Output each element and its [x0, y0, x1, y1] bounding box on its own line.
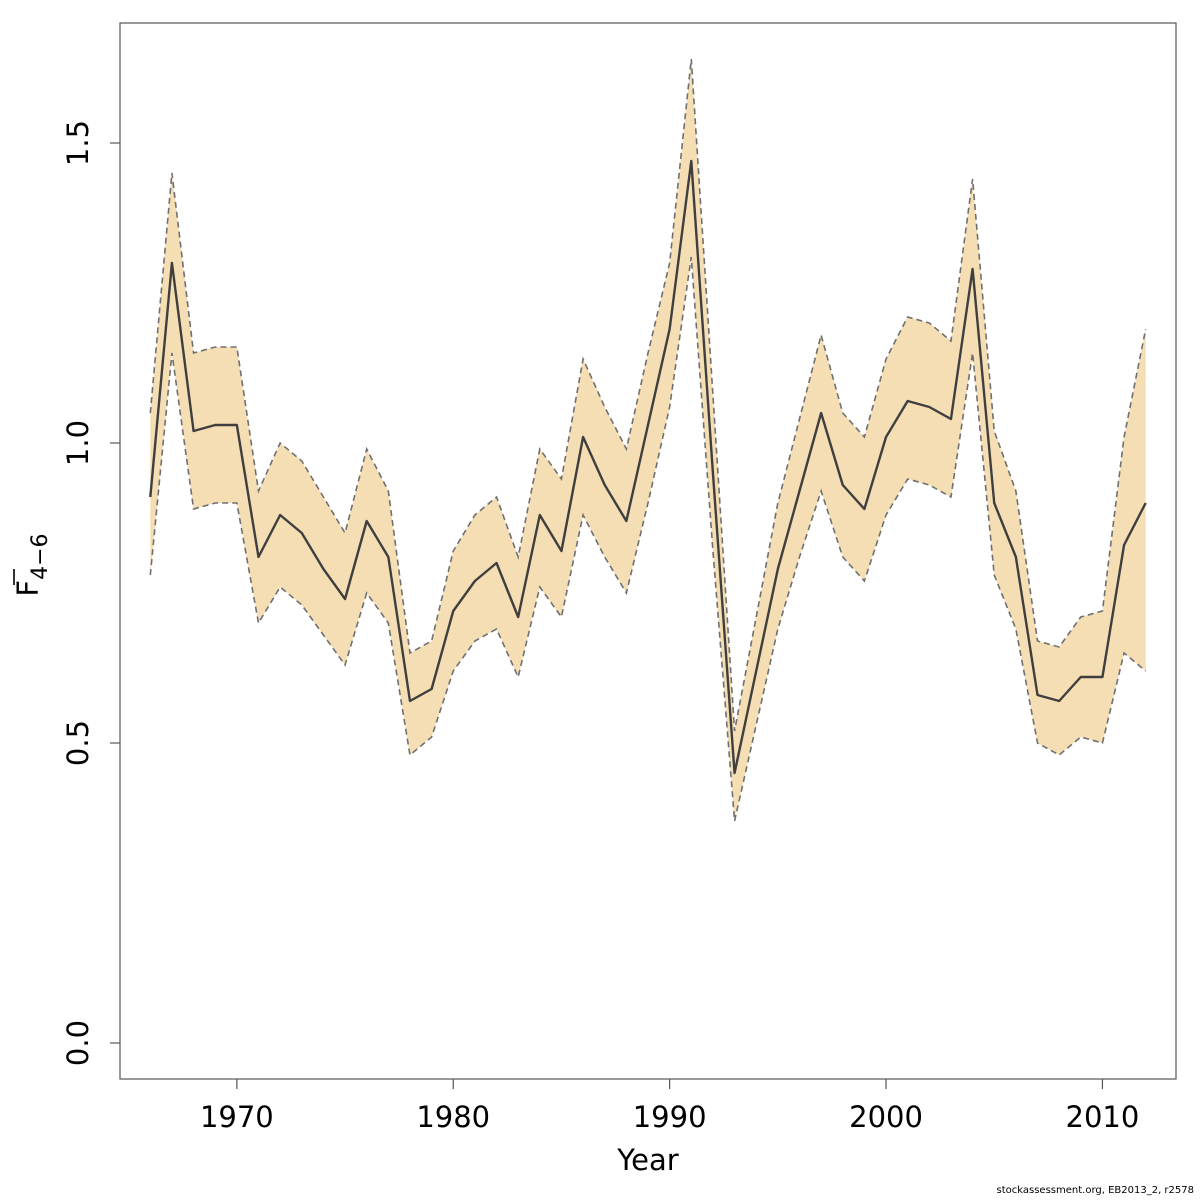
svg-text:F4−6: F4−6	[11, 533, 53, 596]
y-axis-title: F4−6	[11, 533, 53, 596]
x-tick-label-1980: 1980	[416, 1100, 490, 1134]
footer-credit: stockassessment.org, EB2013_2, r2578	[996, 1185, 1194, 1196]
x-tick-label-2000: 2000	[849, 1100, 923, 1134]
plot-frame	[119, 22, 1177, 1080]
y-tick-label-2: 1.0	[61, 420, 95, 466]
x-tick-label-1990: 1990	[633, 1100, 707, 1134]
y-axis-title-base: F	[11, 580, 45, 597]
y-tick-label-0: 0.0	[61, 1020, 95, 1066]
confidence-band	[150, 59, 1146, 821]
x-tick-label-2010: 2010	[1066, 1100, 1140, 1134]
y-axis-title-subscript: 4−6	[28, 533, 53, 579]
y-tick-label-1: 0.5	[61, 720, 95, 766]
lower-bound-line	[149, 256, 1147, 822]
upper-bound-line	[149, 58, 1147, 732]
x-tick-label-1970: 1970	[200, 1100, 274, 1134]
plot-area	[149, 58, 1147, 822]
y-tick-label-3: 1.5	[61, 120, 95, 166]
axes: 1970 1980 1990 2000 2010 0.0 0.5 1.0 1.5	[61, 120, 1139, 1134]
estimate-line	[149, 159, 1147, 775]
x-axis-title: Year	[616, 1143, 678, 1177]
